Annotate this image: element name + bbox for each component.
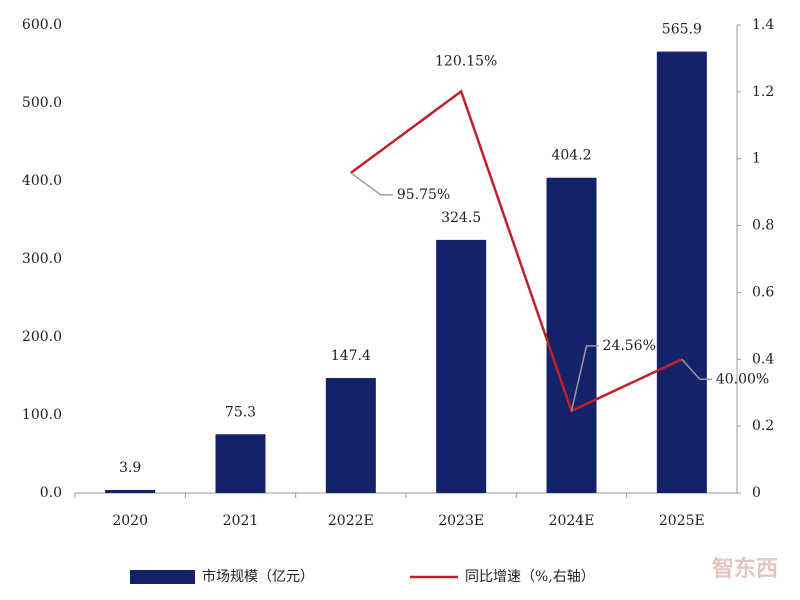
line-value-label: 120.15%	[435, 53, 497, 69]
x-tick-label: 2025E	[659, 513, 705, 529]
bar-value-label: 324.5	[441, 210, 481, 226]
bar	[436, 239, 487, 493]
legend-swatch	[130, 570, 195, 584]
bar	[105, 489, 156, 493]
leader-line	[570, 345, 599, 412]
y2-tick-label: 1.4	[752, 17, 774, 33]
y2-tick-label: 0	[752, 485, 761, 501]
bar	[656, 51, 707, 494]
y-tick-label: 100.0	[22, 407, 62, 423]
y2-tick-label: 0.2	[752, 418, 774, 434]
x-tick-label: 2022E	[328, 513, 374, 529]
x-tick-label: 2023E	[438, 513, 484, 529]
y-tick-label: 300.0	[22, 251, 62, 267]
bar	[215, 434, 266, 493]
x-tick-label: 2020	[112, 513, 148, 529]
bar-value-label: 404.2	[551, 148, 591, 164]
bar-value-label: 75.3	[225, 404, 256, 420]
y-tick-label: 500.0	[22, 95, 62, 111]
bar-value-label: 147.4	[331, 348, 371, 364]
bar	[546, 177, 597, 493]
x-tick-label: 2021	[223, 513, 259, 529]
line	[350, 89, 683, 413]
legend-label: 同比增速（%,右轴）	[465, 569, 595, 585]
leader-line	[350, 172, 393, 196]
y-tick-label: 400.0	[22, 173, 62, 189]
y-tick-label: 200.0	[22, 329, 62, 345]
bar-value-label: 3.9	[119, 460, 141, 476]
line-value-label: 40.00%	[716, 371, 769, 387]
y-tick-label: 0.0	[40, 485, 62, 501]
y2-tick-label: 0.8	[752, 218, 774, 234]
bar	[325, 378, 376, 493]
line-value-label: 95.75%	[397, 187, 450, 203]
y2-tick-label: 1.2	[752, 84, 774, 100]
bar-value-label: 565.9	[662, 22, 702, 38]
x-tick-label: 2024E	[549, 513, 595, 529]
y-tick-label: 600.0	[22, 17, 62, 33]
watermark: 智东西	[712, 556, 778, 582]
y2-tick-label: 0.4	[752, 351, 774, 367]
legend-label: 市场规模（亿元）	[202, 568, 314, 585]
leader-line	[681, 358, 712, 381]
line-value-label: 24.56%	[603, 338, 656, 354]
y2-tick-label: 0.6	[752, 284, 774, 300]
y2-tick-label: 1	[752, 151, 761, 167]
